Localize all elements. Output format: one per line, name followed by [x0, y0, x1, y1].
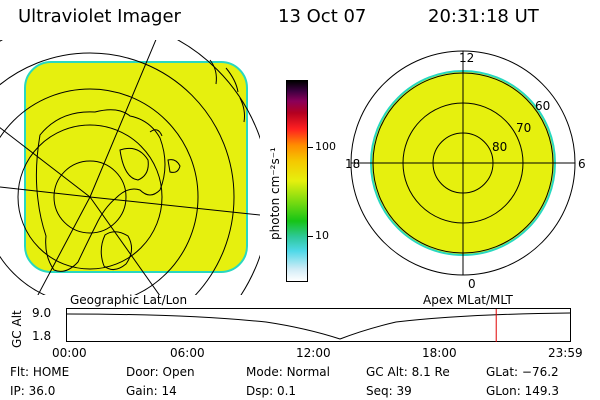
instrument-title: Ultraviolet Imager	[18, 6, 181, 27]
altitude-curve	[66, 312, 571, 340]
mlt-label-12: 12	[459, 51, 474, 65]
longitude-lines	[0, 40, 260, 295]
colorbar-label-100: 100	[315, 140, 336, 153]
mlat-label-60: 60	[535, 99, 550, 113]
altitude-ylabel: GC Alt	[10, 310, 24, 348]
left-panel-caption: Geographic Lat/Lon	[70, 293, 188, 307]
colorbar-tick-10	[307, 236, 313, 237]
mlt-label-0: 0	[468, 277, 476, 291]
mlt-label-6: 6	[578, 157, 586, 171]
status-mode: Mode: Normal	[246, 365, 330, 379]
uv-image	[24, 61, 248, 273]
right-panel-caption: Apex MLat/MLT	[423, 293, 513, 307]
altitude-xtick-2: 12:00	[296, 346, 331, 360]
status-dsp: Dsp: 0.1	[246, 384, 297, 398]
status-door: Door: Open	[126, 365, 195, 379]
altitude-xtick-1: 06:00	[170, 346, 205, 360]
mlat-label-80: 80	[492, 140, 507, 154]
mlat-label-70: 70	[516, 121, 531, 135]
coastline-contours	[35, 59, 245, 272]
altitude-ytick-min: 1.8	[32, 329, 52, 343]
colorbar-unit-label: photon cm⁻²s⁻¹	[268, 147, 282, 240]
status-glon: GLon: 149.3	[486, 384, 559, 398]
status-glat: GLat: −76.2	[486, 365, 559, 379]
mlt-label-18: 18	[345, 157, 360, 171]
colorbar-tick-100	[307, 147, 313, 148]
altitude-xtick-3: 18:00	[422, 346, 457, 360]
altitude-ytick-max: 9.0	[32, 306, 52, 320]
status-gain: Gain: 14	[126, 384, 177, 398]
status-flight: Flt: HOME	[10, 365, 70, 379]
altitude-xtick-0: 00:00	[52, 346, 87, 360]
colorbar-label-10: 10	[315, 229, 329, 242]
latitude-circles	[0, 40, 260, 295]
altitude-xtick-4: 23:59	[548, 346, 583, 360]
status-ip: IP: 36.0	[10, 384, 56, 398]
status-seq: Seq: 39	[366, 384, 412, 398]
mlt-lines	[351, 51, 575, 275]
geographic-map-panel	[0, 40, 260, 295]
altitude-plot	[66, 308, 571, 342]
colorbar	[286, 80, 308, 282]
magnetic-map-panel: 12 18 6 0 60 70 80	[345, 50, 586, 291]
date-label: 13 Oct 07	[278, 6, 367, 27]
status-gc-alt: GC Alt: 8.1 Re	[366, 365, 450, 379]
time-label: 20:31:18 UT	[428, 6, 539, 27]
